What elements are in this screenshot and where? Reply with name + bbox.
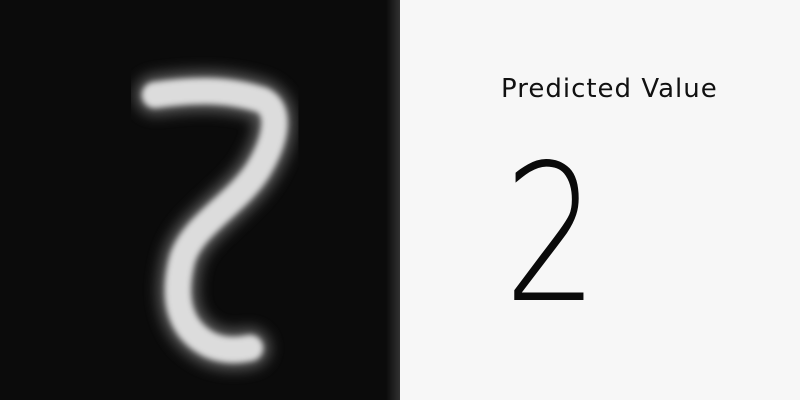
predicted-digit: 2 xyxy=(504,124,599,345)
result-panel: Predicted Value 2 xyxy=(400,0,800,400)
handwritten-digit-icon xyxy=(135,71,295,370)
input-digit-panel xyxy=(0,0,400,400)
predicted-value-label: Predicted Value xyxy=(501,74,718,104)
